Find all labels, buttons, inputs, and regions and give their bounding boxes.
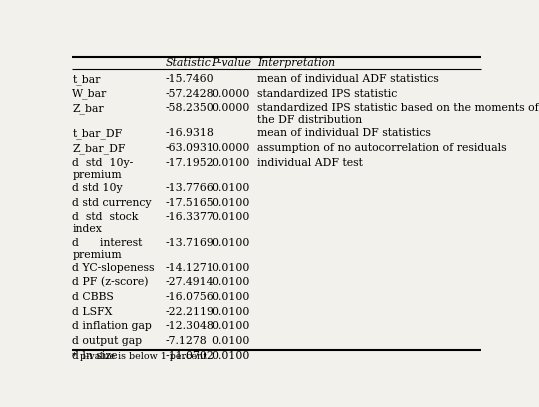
Text: P-value: P-value (211, 58, 251, 68)
Text: -16.0756: -16.0756 (165, 292, 215, 302)
Text: d std currency: d std currency (72, 198, 152, 208)
Text: -16.9318: -16.9318 (165, 129, 215, 138)
Text: d YC-slopeness: d YC-slopeness (72, 263, 155, 273)
Text: d output gap: d output gap (72, 336, 142, 346)
Text: individual ADF test: individual ADF test (258, 158, 363, 168)
Text: 0.0000: 0.0000 (211, 103, 250, 114)
Text: 0.0100: 0.0100 (211, 263, 250, 273)
Text: d PF (z-score): d PF (z-score) (72, 277, 149, 288)
Text: * p-value is below 1 percent: * p-value is below 1 percent (72, 352, 208, 361)
Text: 0.0100: 0.0100 (211, 158, 250, 168)
Text: -17.5165: -17.5165 (165, 198, 214, 208)
Text: -7.1278: -7.1278 (165, 336, 208, 346)
Text: 0.0100: 0.0100 (211, 322, 250, 331)
Text: d ln size: d ln size (72, 351, 118, 361)
Text: 0.0100: 0.0100 (211, 292, 250, 302)
Text: 0.0000: 0.0000 (211, 89, 250, 98)
Text: d  std  10y-
premium: d std 10y- premium (72, 158, 134, 180)
Text: -11.0702: -11.0702 (165, 351, 215, 361)
Text: t_bar_DF: t_bar_DF (72, 129, 123, 139)
Text: -17.1952: -17.1952 (165, 158, 214, 168)
Text: -13.7766: -13.7766 (165, 183, 215, 193)
Text: t_bar: t_bar (72, 74, 101, 85)
Text: 0.0100: 0.0100 (211, 238, 250, 247)
Text: -58.2350: -58.2350 (165, 103, 215, 114)
Text: 0.0100: 0.0100 (211, 336, 250, 346)
Text: d inflation gap: d inflation gap (72, 322, 152, 331)
Text: Z_bar_DF: Z_bar_DF (72, 143, 126, 154)
Text: d      interest
premium: d interest premium (72, 238, 143, 260)
Text: -13.7169: -13.7169 (165, 238, 215, 247)
Text: 0.0100: 0.0100 (211, 351, 250, 361)
Text: standardized IPS statistic based on the moments of
the DF distribution: standardized IPS statistic based on the … (258, 103, 539, 125)
Text: Interpretation: Interpretation (258, 58, 336, 68)
Text: mean of individual DF statistics: mean of individual DF statistics (258, 129, 431, 138)
Text: mean of individual ADF statistics: mean of individual ADF statistics (258, 74, 439, 84)
Text: 0.0100: 0.0100 (211, 198, 250, 208)
Text: assumption of no autocorrelation of residuals: assumption of no autocorrelation of resi… (258, 143, 507, 153)
Text: -27.4914: -27.4914 (165, 277, 214, 287)
Text: d LSFX: d LSFX (72, 307, 113, 317)
Text: 0.0100: 0.0100 (211, 277, 250, 287)
Text: -57.2428: -57.2428 (165, 89, 214, 98)
Text: d CBBS: d CBBS (72, 292, 114, 302)
Text: standardized IPS statistic: standardized IPS statistic (258, 89, 398, 98)
Text: -14.1271: -14.1271 (165, 263, 215, 273)
Text: Statistic: Statistic (165, 58, 211, 68)
Text: -16.3377: -16.3377 (165, 212, 215, 223)
Text: -22.2119: -22.2119 (165, 307, 215, 317)
Text: d std 10y: d std 10y (72, 183, 123, 193)
Text: -63.0931: -63.0931 (165, 143, 215, 153)
Text: 0.0000: 0.0000 (211, 143, 250, 153)
Text: W_bar: W_bar (72, 89, 108, 99)
Text: 0.0100: 0.0100 (211, 212, 250, 223)
Text: Z_bar: Z_bar (72, 103, 104, 114)
Text: -12.3048: -12.3048 (165, 322, 215, 331)
Text: 0.0100: 0.0100 (211, 183, 250, 193)
Text: 0.0100: 0.0100 (211, 307, 250, 317)
Text: d  std  stock
index: d std stock index (72, 212, 139, 234)
Text: -15.7460: -15.7460 (165, 74, 214, 84)
